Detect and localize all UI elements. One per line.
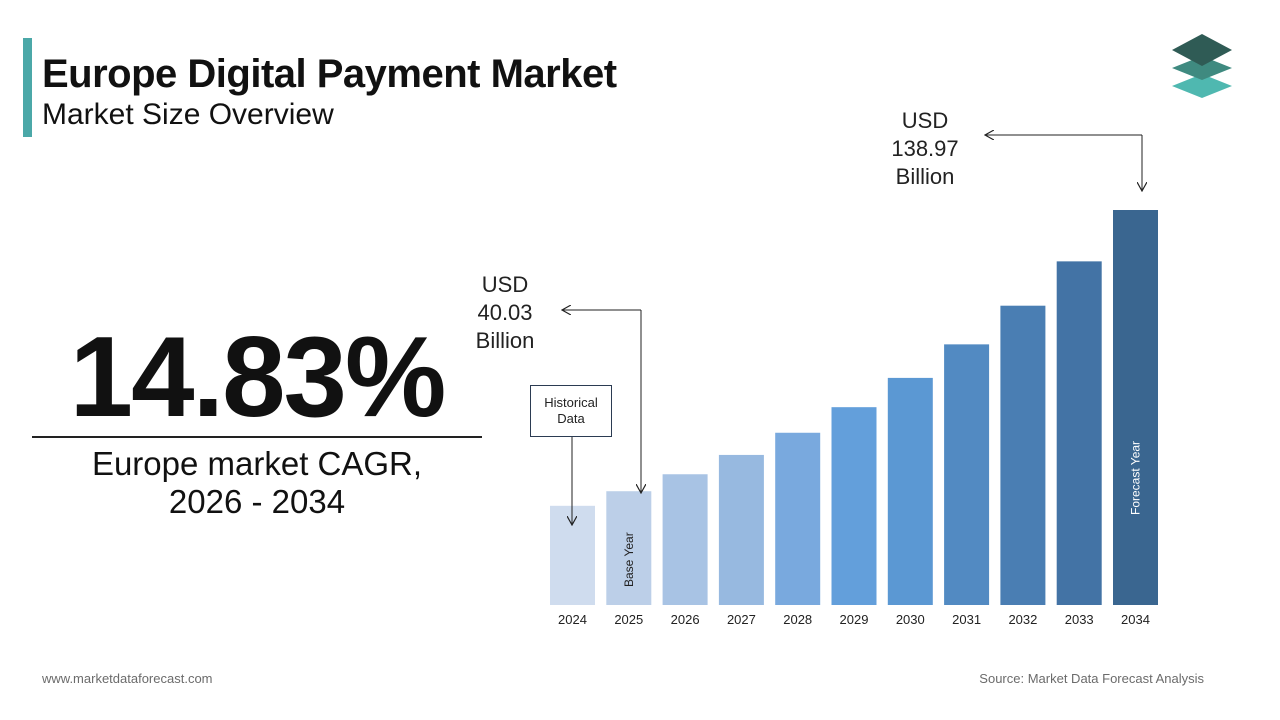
x-tick-label-2027: 2027 xyxy=(727,612,756,627)
start-callout-value: 40.03 xyxy=(477,300,533,325)
bar-2027 xyxy=(718,454,764,605)
end-callout-value: 138.97 xyxy=(891,136,959,161)
x-tick-label-2025: 2025 xyxy=(614,612,643,627)
end-callout-unit: Billion xyxy=(895,164,955,189)
start-value-callout: USD 40.03 Billion xyxy=(450,271,560,355)
bar-2026 xyxy=(662,474,708,605)
bar-2030 xyxy=(887,377,933,605)
x-tick-label-2034: 2034 xyxy=(1121,612,1150,627)
x-tick-label-2026: 2026 xyxy=(671,612,700,627)
bar-2032 xyxy=(1000,305,1046,605)
x-tick-label-2031: 2031 xyxy=(952,612,981,627)
page-subtitle: Market Size Overview xyxy=(42,98,334,131)
bars-layer: 2024 2025 Base Year 2026 2027 2028 2029 2030 203… xyxy=(550,210,1158,627)
x-tick-label-2032: 2032 xyxy=(1008,612,1037,627)
bar-2029 xyxy=(831,407,877,605)
cagr-value: 14.83% xyxy=(69,314,447,441)
x-tick-label-2028: 2028 xyxy=(783,612,812,627)
logo-layer-mid xyxy=(1172,56,1232,80)
bar-annotation-2025: Base Year xyxy=(622,532,636,587)
page-title: Europe Digital Payment Market xyxy=(42,52,617,96)
bar-2028 xyxy=(775,432,821,605)
cagr-label-line2: 2026 - 2034 xyxy=(168,483,346,520)
bar-annotation-2034: Forecast Year xyxy=(1129,441,1143,515)
x-tick-label-2024: 2024 xyxy=(558,612,587,627)
bar-2034 xyxy=(1113,210,1158,605)
bar-2025 xyxy=(606,491,652,605)
x-tick-label-2033: 2033 xyxy=(1065,612,1094,627)
x-tick-label-2030: 2030 xyxy=(896,612,925,627)
stacked-layers-logo-icon xyxy=(1172,34,1232,98)
cagr-label-line1: Europe market CAGR, xyxy=(91,445,423,482)
logo-layer-light xyxy=(1172,74,1232,98)
cagr-label: Europe market CAGR, 2026 - 2034 xyxy=(32,445,482,521)
end-callout-currency: USD xyxy=(901,108,949,133)
x-tick-label-2029: 2029 xyxy=(840,612,869,627)
start-callout-unit: Billion xyxy=(475,328,535,353)
footer-source: Source: Market Data Forecast Analysis xyxy=(979,671,1204,686)
bar-2033 xyxy=(1056,261,1102,605)
start-callout-currency: USD xyxy=(481,272,529,297)
historical-data-box: Historical Data xyxy=(530,385,612,437)
logo-layer-dark xyxy=(1172,34,1232,66)
cagr-divider xyxy=(32,436,482,438)
footer-website: www.marketdataforecast.com xyxy=(42,671,213,686)
end-value-callout: USD 138.97 Billion xyxy=(870,107,980,191)
bar-2031 xyxy=(944,344,990,605)
historical-data-label: Historical Data xyxy=(544,395,598,426)
title-accent-bar xyxy=(23,38,32,137)
